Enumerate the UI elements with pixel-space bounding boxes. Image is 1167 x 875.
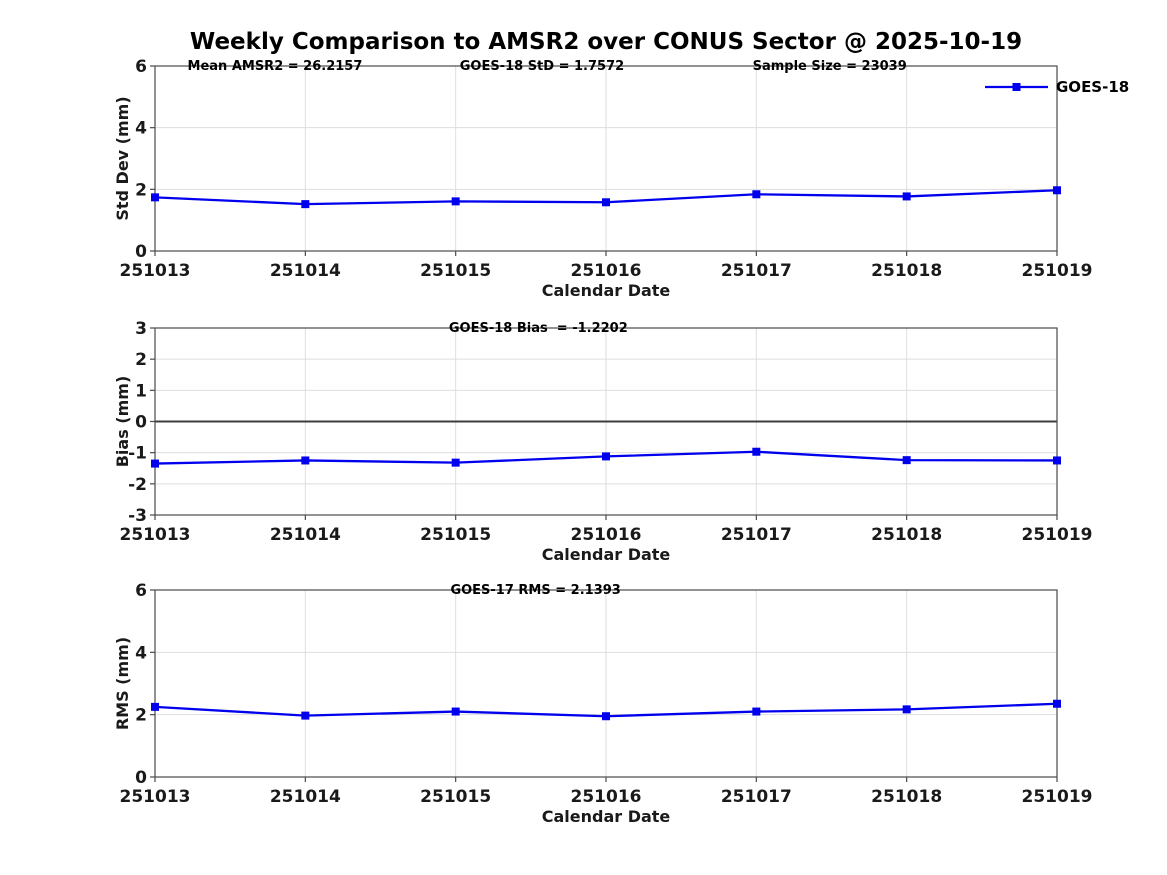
y-axis-label: RMS (mm) — [113, 637, 132, 730]
y-tick-label: 4 — [135, 643, 147, 663]
y-tick-label: 1 — [135, 381, 147, 401]
x-tick-label: 251017 — [721, 525, 792, 545]
y-tick-label: -1 — [128, 444, 147, 464]
x-tick-label: 251014 — [270, 787, 341, 807]
y-tick-label: 6 — [135, 57, 147, 77]
data-point-marker — [902, 456, 911, 465]
x-tick-label: 251019 — [1022, 787, 1093, 807]
data-point-marker — [151, 702, 159, 711]
x-tick-label: 251018 — [871, 261, 942, 281]
annotation-text: Sample Size = 23039 — [753, 59, 907, 74]
data-point-marker — [301, 711, 310, 720]
y-tick-label: -3 — [128, 506, 147, 526]
x-tick-label: 251019 — [1022, 525, 1093, 545]
y-tick-label: 3 — [135, 319, 147, 339]
subplot-stddev: 251013 251014 251015 251016 251017 251018 2510… — [113, 57, 1129, 300]
data-point-marker — [451, 458, 460, 467]
x-tick-label: 251017 — [721, 261, 792, 281]
x-tick-label: 251019 — [1022, 261, 1093, 281]
annotation-text: Mean AMSR2 = 26.2157 — [188, 59, 363, 74]
x-tick-label: 251015 — [420, 261, 491, 281]
y-axis-label: Std Dev (mm) — [113, 96, 132, 220]
data-point-marker — [151, 193, 159, 202]
x-tick-label: 251015 — [420, 525, 491, 545]
data-point-marker — [451, 197, 460, 206]
x-tick-label: 251016 — [571, 525, 642, 545]
x-axis-label: Calendar Date — [542, 807, 671, 826]
subplot-bias: 251013 251014 251015 251016 251017 251018 2510… — [113, 319, 1092, 564]
y-tick-label: 0 — [135, 413, 147, 433]
x-tick-label: 251014 — [270, 525, 341, 545]
data-point-marker — [752, 190, 761, 199]
x-tick-label: 251018 — [871, 787, 942, 807]
y-tick-label: 0 — [135, 242, 147, 262]
x-tick-label: 251018 — [871, 525, 942, 545]
data-point-marker — [902, 705, 911, 714]
legend-marker — [1012, 83, 1021, 91]
data-point-marker — [602, 452, 610, 461]
x-tick-label: 251016 — [571, 261, 642, 281]
legend: GOES-18 — [985, 78, 1129, 96]
x-tick-label: 251013 — [120, 261, 191, 281]
legend-label: GOES-18 — [1056, 78, 1129, 96]
data-point-marker — [752, 707, 761, 716]
y-tick-label: 2 — [135, 706, 147, 726]
x-tick-label: 251016 — [571, 787, 642, 807]
data-point-marker — [602, 712, 610, 721]
annotation-text: GOES-18 Bias = -1.2202 — [449, 321, 628, 336]
x-tick-label: 251017 — [721, 787, 792, 807]
data-point-marker — [1053, 186, 1061, 195]
annotation-text: GOES-18 StD = 1.7572 — [460, 59, 624, 74]
x-tick-label: 251014 — [270, 261, 341, 281]
y-tick-label: 2 — [135, 350, 147, 370]
subplot-rms: 251013 251014 251015 251016 251017 251018 2510… — [113, 581, 1092, 826]
data-point-marker — [602, 198, 610, 207]
data-point-marker — [752, 447, 761, 456]
x-tick-label: 251013 — [120, 787, 191, 807]
annotation-text: GOES-17 RMS = 2.1393 — [450, 583, 620, 598]
x-tick-label: 251013 — [120, 525, 191, 545]
x-axis-label: Calendar Date — [542, 281, 671, 300]
y-axis-label: Bias (mm) — [113, 376, 132, 468]
y-tick-label: 0 — [135, 768, 147, 788]
y-tick-label: -2 — [128, 475, 147, 495]
data-point-marker — [301, 456, 310, 465]
data-point-marker — [151, 459, 159, 468]
data-point-marker — [1053, 456, 1061, 465]
data-point-marker — [301, 200, 310, 209]
x-axis-label: Calendar Date — [542, 545, 671, 564]
x-tick-label: 251015 — [420, 787, 491, 807]
y-tick-label: 2 — [135, 180, 147, 200]
y-tick-label: 6 — [135, 581, 147, 601]
y-tick-label: 4 — [135, 119, 147, 139]
data-point-marker — [902, 192, 911, 201]
data-point-marker — [451, 707, 460, 716]
data-point-marker — [1053, 699, 1061, 708]
chart-title: Weekly Comparison to AMSR2 over CONUS Se… — [189, 29, 1023, 55]
